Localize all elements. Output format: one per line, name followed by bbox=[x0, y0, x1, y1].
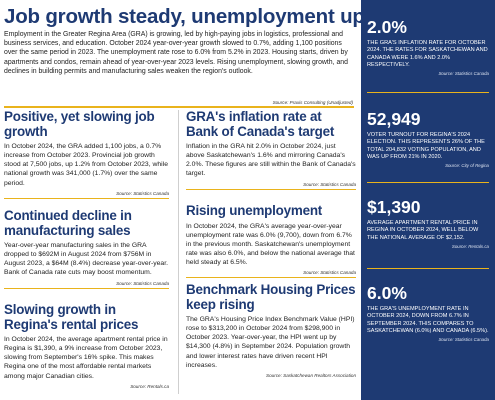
stat-description: The GRA's unemployment rate in October 2… bbox=[367, 306, 489, 334]
stat-source: Source: Statistics Canada bbox=[438, 337, 489, 343]
stat-value: 2.0% bbox=[367, 17, 407, 37]
article-title: Benchmark Housing Prices keep rising bbox=[186, 282, 356, 312]
article-title: Positive, yet slowing job growth bbox=[4, 109, 155, 139]
stat-divider bbox=[367, 182, 489, 183]
page-title: Job growth steady, unemployment up bbox=[4, 5, 365, 28]
article-housing-prices: Benchmark Housing Prices keep rising The… bbox=[186, 282, 356, 378]
stat-source: Source: Statistics Canada bbox=[438, 71, 489, 77]
article-inflation: GRA's inflation rate at Bank of Canada's… bbox=[186, 109, 356, 190]
article-body: Inflation in the GRA hit 2.0% in October… bbox=[186, 143, 356, 178]
article-manufacturing: Continued decline in manufacturing sales… bbox=[4, 208, 169, 289]
article-body: In October 2024, the GRA added 1,100 job… bbox=[4, 143, 168, 187]
article-divider bbox=[186, 277, 356, 279]
article-source: Source: Saskatchewan Realtors Associatio… bbox=[266, 372, 356, 378]
stat-source: Source: City of Regina bbox=[445, 163, 489, 169]
stat-inflation: 2.0% The GRA's inflation rate for Octobe… bbox=[367, 18, 489, 76]
article-source: Source: Statistics Canada bbox=[116, 190, 169, 196]
article-source: Source: Statistics Canada bbox=[303, 181, 356, 187]
article-divider bbox=[186, 188, 356, 190]
stat-description: Average apartment rental price in Regina… bbox=[367, 220, 479, 241]
stat-source: Source: Rentals.ca bbox=[451, 243, 489, 249]
stat-description: Voter turnout for Regina's 2024 election… bbox=[367, 132, 485, 160]
stat-rental-price: $1,390 Average apartment rental price in… bbox=[367, 198, 489, 249]
article-body: In October 2024, the average apartment r… bbox=[4, 336, 168, 380]
article-title: Continued decline in manufacturing sales bbox=[4, 208, 132, 238]
article-title: GRA's inflation rate at Bank of Canada's… bbox=[186, 109, 335, 139]
article-body: Year-over-year manufacturing sales in th… bbox=[4, 242, 168, 277]
article-unemployment: Rising unemployment In October 2024, the… bbox=[186, 203, 356, 279]
article-rental-prices: Slowing growth in Regina's rental prices… bbox=[4, 302, 169, 389]
stat-voter-turnout: 52,949 Voter turnout for Regina's 2024 e… bbox=[367, 110, 489, 168]
stat-divider bbox=[367, 268, 489, 269]
stats-sidebar: 2.0% The GRA's inflation rate for Octobe… bbox=[361, 0, 495, 400]
article-source: Source: Statistics Canada bbox=[116, 280, 169, 286]
stat-unemployment: 6.0% The GRA's unemployment rate in Octo… bbox=[367, 284, 489, 342]
stat-value: 6.0% bbox=[367, 283, 407, 303]
article-title: Rising unemployment bbox=[186, 203, 323, 218]
intro-divider bbox=[4, 106, 354, 108]
stat-value: 52,949 bbox=[367, 109, 421, 129]
intro-paragraph: Employment in the Greater Regina Area (G… bbox=[4, 31, 348, 75]
article-job-growth: Positive, yet slowing job growth In Octo… bbox=[4, 109, 169, 199]
article-title: Slowing growth in Regina's rental prices bbox=[4, 302, 139, 332]
article-source: Source: Statistics Canada bbox=[303, 270, 356, 276]
column-divider bbox=[178, 110, 179, 394]
stat-value: $1,390 bbox=[367, 197, 421, 217]
article-divider bbox=[4, 287, 169, 289]
article-divider bbox=[4, 197, 169, 199]
article-body: In October 2024, the GRA's average year-… bbox=[186, 222, 355, 266]
stat-divider bbox=[367, 92, 489, 93]
article-source: Source: Rentals.ca bbox=[130, 383, 169, 389]
article-body: The GRA's Housing Price Index Benchmark … bbox=[186, 316, 355, 369]
stat-description: The GRA's inflation rate for October 202… bbox=[367, 40, 488, 68]
intro-source: Source: Praxis Consulting (Unadjusted) bbox=[272, 100, 353, 105]
main-content: Job growth steady, unemployment up Emplo… bbox=[4, 5, 365, 394]
